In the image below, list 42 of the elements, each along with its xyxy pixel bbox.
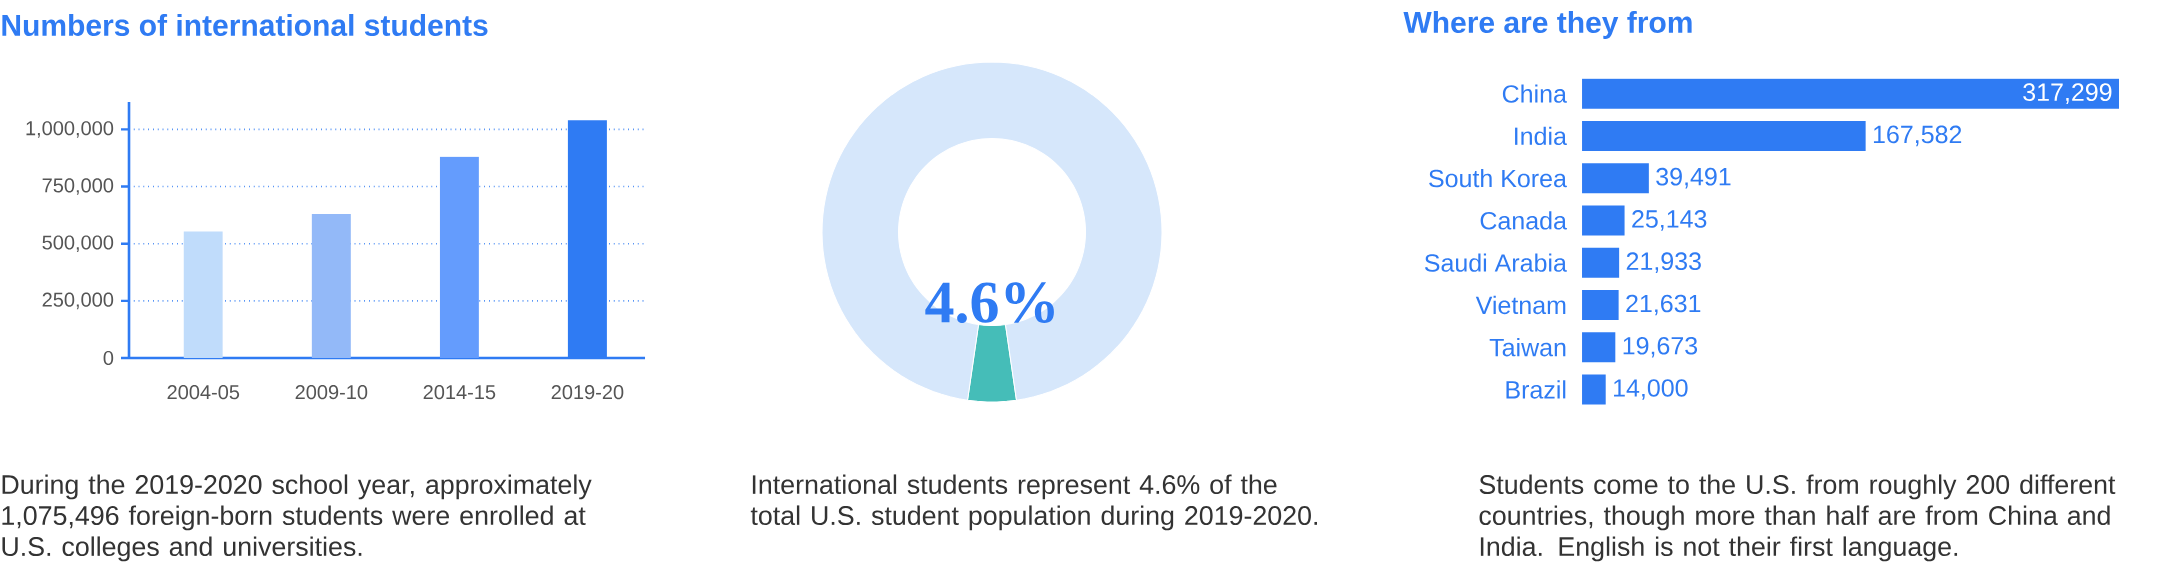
data-label: 39,491 <box>1656 167 1731 189</box>
y-tick-label: 250,000 <box>42 292 114 310</box>
y-tick-label: 500,000 <box>42 235 114 252</box>
data-label: 167,582 <box>1873 125 1962 147</box>
bar <box>1582 205 1625 236</box>
x-tick-label: 2009-10 <box>295 385 368 400</box>
bar <box>1582 289 1619 320</box>
y-tick-label: 750,000 <box>42 178 114 195</box>
bar <box>1582 332 1616 363</box>
y-tick-label: 0 <box>103 350 114 366</box>
bar <box>311 213 351 358</box>
bar <box>1582 120 1866 151</box>
bar <box>183 231 223 358</box>
data-label: 21,631 <box>1626 294 1701 316</box>
data-label: 14,000 <box>1614 379 1688 400</box>
y-tick-label: Canada <box>1480 211 1567 230</box>
data-label: 21,933 <box>1626 252 1701 274</box>
chart-title: Numbers of international students <box>2 13 488 36</box>
bar <box>1582 247 1620 278</box>
bar <box>439 156 479 358</box>
data-label: 317,299 <box>2023 83 2112 104</box>
x-tick-label: 2019-20 <box>551 385 624 400</box>
bar <box>1582 78 2120 109</box>
y-tick-label: Vietnam <box>1475 295 1566 315</box>
y-tick-label: South Korea <box>1429 168 1567 188</box>
y-tick-label: China <box>1502 84 1567 103</box>
data-label: 19,673 <box>1623 336 1698 358</box>
text: International students represent 4.6% of the total U.S. student population during 2019-2020. <box>750 474 1317 531</box>
bar <box>1582 163 1649 194</box>
chart-title: Where are they from <box>1403 11 1692 39</box>
text: Students come to the U.S. from roughly 200 different countries, though more than half are from China and India. English is not their first language. <box>1479 474 2116 562</box>
data-label: 4.6% <box>925 282 1054 324</box>
data-label: 25,143 <box>1632 210 1707 231</box>
y-tick-label: Brazil <box>1506 380 1566 399</box>
y-tick-label: India <box>1515 126 1567 146</box>
bar <box>1582 374 1606 405</box>
x-tick-label: 2014-15 <box>423 385 496 400</box>
y-tick-label: Taiwan <box>1489 338 1566 357</box>
x-tick-label: 2004-05 <box>167 385 240 400</box>
text: During the 2019-2020 school year, approximately 1,075,496 foreign-born students were enrolled at U.S. colleges and universities. <box>2 474 592 562</box>
y-tick-label: Saudi Arabia <box>1424 253 1567 272</box>
y-tick-label: 1,000,000 <box>26 121 114 138</box>
